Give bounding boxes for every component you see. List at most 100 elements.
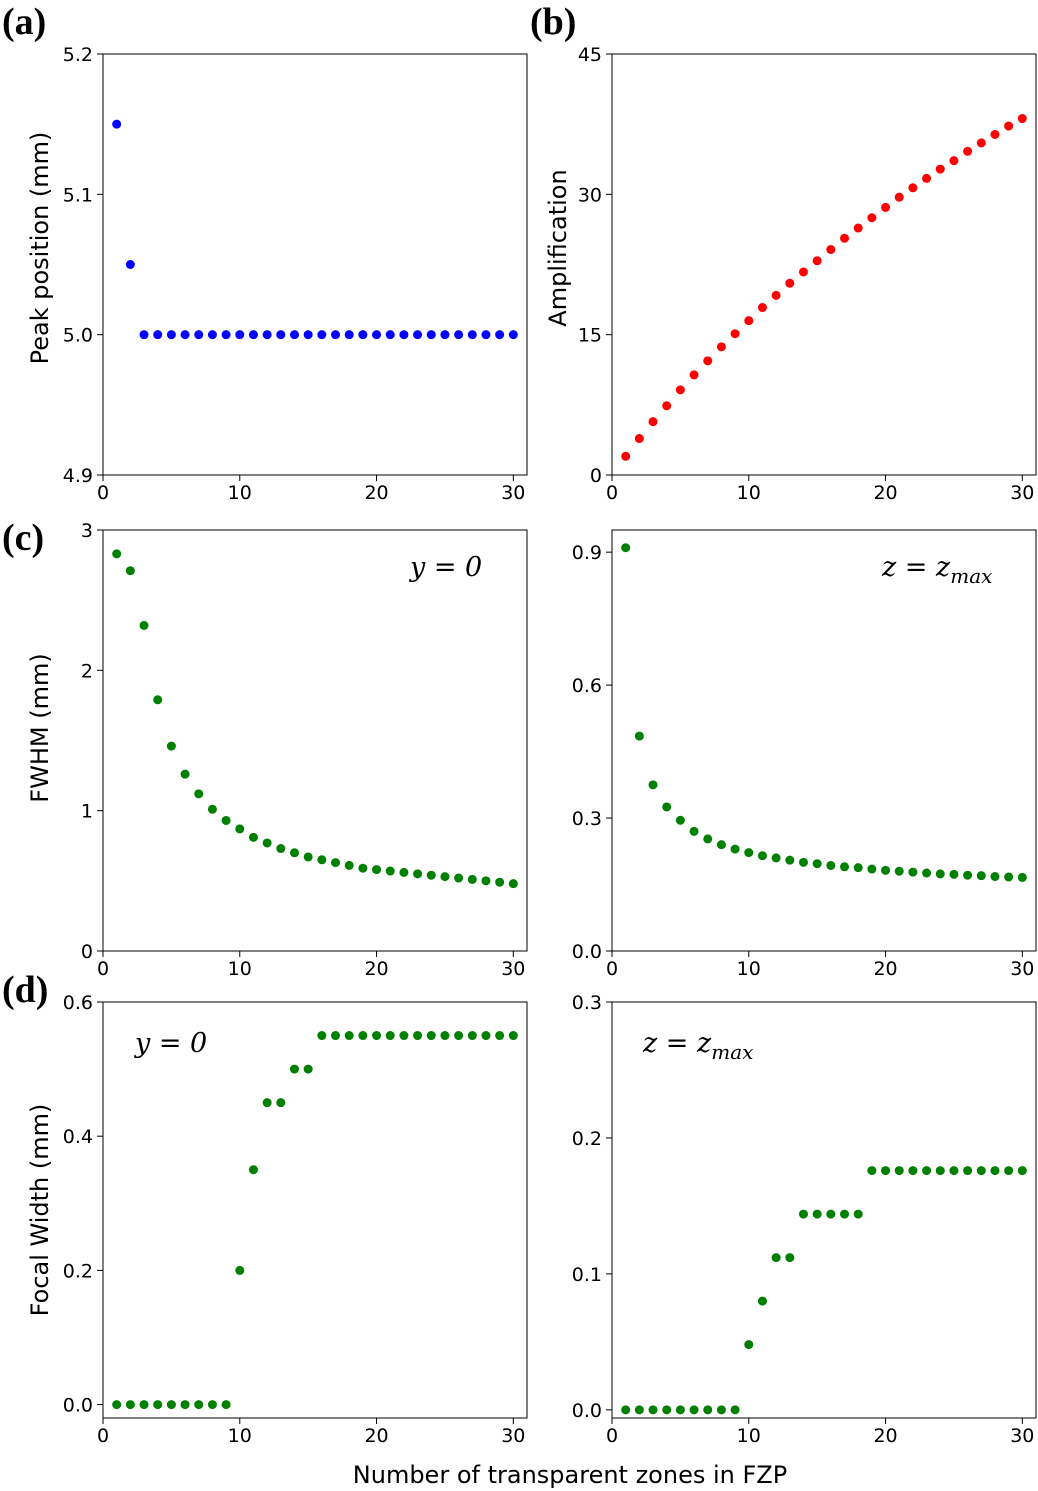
data-point	[703, 356, 713, 366]
x-tick-label: 30	[501, 958, 525, 980]
data-point	[467, 874, 477, 884]
y-axis-label: Focal Width (mm)	[26, 1104, 54, 1317]
panel-a: 0 10 20 30 4.9 5.0 5.1 5.2 Peak position (mm) (a)	[2, 1, 528, 504]
data-point	[894, 1166, 904, 1176]
figure-xlabel: Number of transparent zones in FZP	[353, 1461, 787, 1489]
data-point	[153, 330, 163, 340]
data-point	[112, 1400, 122, 1410]
x-tick-label: 30	[501, 482, 525, 504]
x-tick-label: 20	[873, 482, 897, 504]
data-point	[935, 1166, 945, 1176]
data-point	[207, 1400, 217, 1410]
data-point	[922, 173, 932, 183]
data-point	[853, 1209, 863, 1219]
axes-frame	[611, 1001, 1037, 1419]
y-tick-label: 5.1	[63, 184, 93, 206]
x-tick-label: 10	[737, 1425, 761, 1447]
data-point	[798, 857, 808, 867]
data-point	[703, 834, 713, 844]
data-point	[648, 780, 658, 790]
y-tick-label: 5.2	[63, 44, 93, 66]
data-point	[139, 620, 149, 630]
data-point	[481, 330, 491, 340]
y-axis-label: Peak position (mm)	[26, 132, 54, 365]
data-point	[221, 330, 231, 340]
data-point	[303, 1064, 313, 1074]
y-tick-label: 0.2	[63, 1260, 93, 1282]
data-point	[207, 330, 217, 340]
y-tick-label: 0.4	[63, 1126, 93, 1148]
data-point	[881, 1166, 891, 1176]
data-point	[276, 844, 286, 854]
data-point	[675, 1405, 685, 1415]
y-tick-label: 0.9	[572, 542, 602, 564]
data-point	[289, 848, 299, 858]
data-point	[139, 330, 149, 340]
data-point	[840, 1209, 850, 1219]
x-tick-label: 30	[1010, 958, 1034, 980]
data-point	[648, 1405, 658, 1415]
x-tick-label: 20	[364, 482, 388, 504]
data-point	[675, 385, 685, 395]
data-point	[166, 1400, 176, 1410]
data-point	[908, 1166, 918, 1176]
data-point	[508, 879, 518, 889]
y-tick-label: 45	[578, 44, 602, 66]
axes-frame	[102, 53, 528, 476]
data-point	[621, 1405, 631, 1415]
data-point	[812, 256, 822, 266]
panel-label: (c)	[2, 517, 44, 559]
data-point	[508, 1031, 518, 1041]
data-point	[440, 1031, 450, 1041]
data-point	[440, 872, 450, 882]
data-point	[757, 1296, 767, 1306]
data-point	[689, 826, 699, 836]
data-point	[648, 417, 658, 427]
x-tick-label: 0	[606, 958, 618, 980]
data-point	[276, 330, 286, 340]
data-point	[303, 852, 313, 862]
series-points	[112, 119, 518, 340]
panel-label: (d)	[2, 969, 48, 1011]
panel-c-left: 0 10 20 30 0 1 2 3 FWHM (mm) (c) y = 0	[2, 517, 528, 980]
data-point	[894, 192, 904, 202]
data-point	[621, 543, 631, 553]
data-point	[744, 848, 754, 858]
data-point	[867, 1166, 877, 1176]
data-point	[399, 1031, 409, 1041]
data-point	[840, 862, 850, 872]
data-point	[194, 1400, 204, 1410]
x-tick-label: 20	[873, 958, 897, 980]
data-point	[826, 1209, 836, 1219]
data-point	[730, 844, 740, 854]
data-point	[662, 1405, 672, 1415]
y-tick-label: 3	[81, 520, 93, 542]
y-tick-label: 1	[81, 801, 93, 823]
data-point	[194, 789, 204, 799]
annotation-main: z = z	[642, 1028, 712, 1059]
data-point	[495, 1031, 505, 1041]
data-point	[139, 1400, 149, 1410]
data-point	[262, 838, 272, 848]
data-point	[413, 869, 423, 879]
data-point	[881, 202, 891, 212]
data-point	[634, 434, 644, 444]
series-points	[621, 543, 1027, 882]
series-points	[621, 114, 1027, 461]
data-point	[426, 330, 436, 340]
x-tick-label: 10	[228, 958, 252, 980]
panel-d-left: 0 10 20 30 0.0 0.2 0.4 0.6 Focal Width (mm) (d) y …	[2, 969, 528, 1447]
panel-c-right: 0 10 20 30 0.0 0.3 0.6 0.9 z = zmax	[572, 529, 1037, 980]
data-point	[976, 871, 986, 881]
data-point	[289, 330, 299, 340]
data-point	[908, 183, 918, 193]
data-point	[440, 330, 450, 340]
data-point	[276, 1098, 286, 1108]
data-point	[358, 1031, 368, 1041]
data-point	[248, 1165, 258, 1175]
data-point	[675, 815, 685, 825]
annotation-subscript: max	[950, 564, 992, 588]
data-point	[262, 330, 272, 340]
data-point	[1004, 1166, 1014, 1176]
